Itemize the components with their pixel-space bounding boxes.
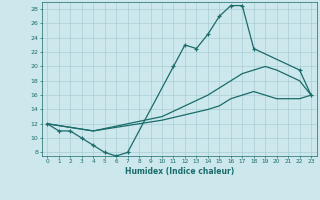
X-axis label: Humidex (Indice chaleur): Humidex (Indice chaleur): [124, 167, 234, 176]
